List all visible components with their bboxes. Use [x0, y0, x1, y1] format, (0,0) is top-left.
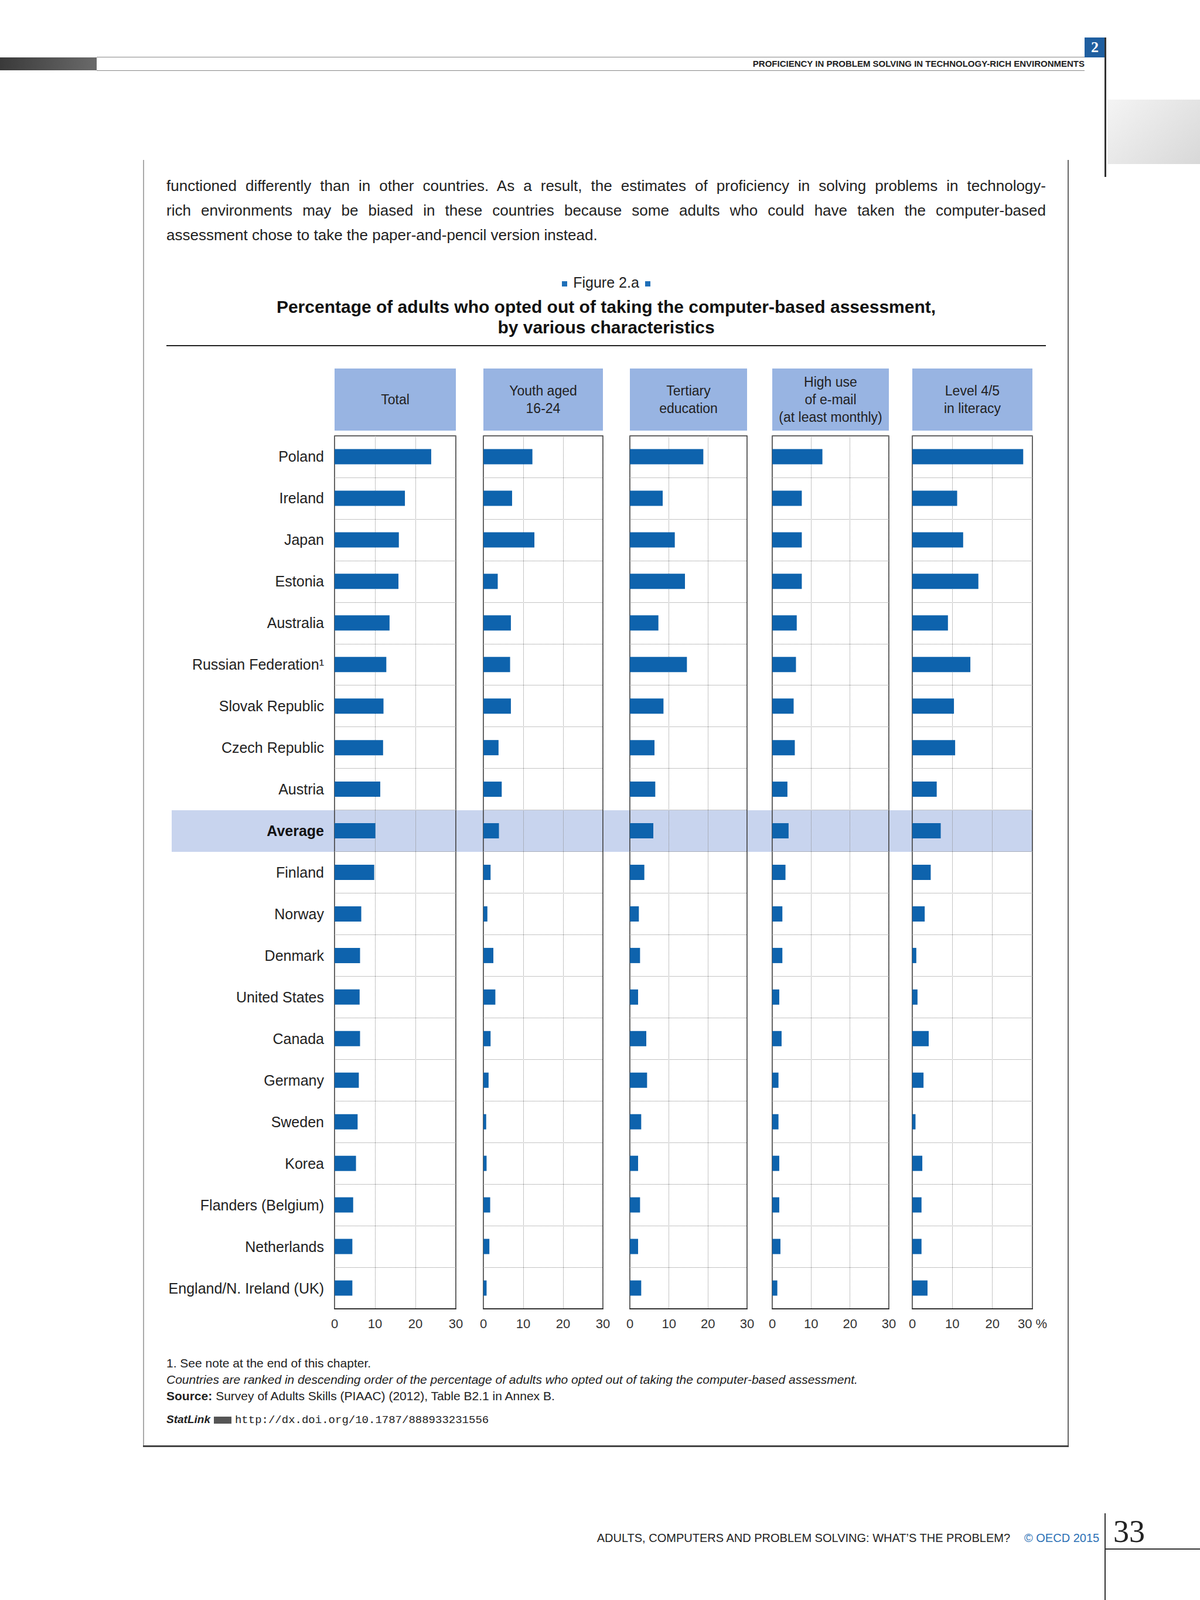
html-text:StatLink: StatLink	[166, 1413, 211, 1426]
html-text:Countries are ranked in descen: Countries are ranked in descending order…	[166, 1372, 858, 1387]
html-text:High use of e-mail (at least m: High use of e-mail (at least monthly)	[778, 374, 883, 425]
html-text:© OECD 2015: © OECD 2015	[1024, 1531, 1100, 1545]
svg-text:Japan: Japan	[284, 531, 325, 548]
html-text:Youth aged 16-24: Youth aged 16-24	[509, 383, 578, 417]
svg-text:Czech Republic: Czech Republic	[221, 739, 325, 756]
svg-text:30 %: 30 %	[1017, 1316, 1048, 1332]
svg-text:20: 20	[842, 1316, 857, 1332]
html-text:Tertiary education: Tertiary education	[659, 383, 718, 417]
svg-text:Germany: Germany	[263, 1072, 325, 1089]
html-text:functioned differently than in: functioned differently than in other cou…	[166, 176, 1046, 195]
svg-text:0: 0	[908, 1316, 916, 1332]
svg-text:Korea: Korea	[284, 1155, 325, 1172]
svg-text:Ireland: Ireland	[279, 489, 325, 507]
svg-text:0: 0	[626, 1316, 634, 1332]
html-text:1. See note at the end of this: 1. See note at the end of this chapter.	[166, 1356, 371, 1370]
svg-text:30: 30	[448, 1316, 463, 1332]
svg-text:Sweden: Sweden	[271, 1113, 325, 1131]
html-text:assessment chose to take the p: assessment chose to take the paper-and-p…	[166, 226, 598, 244]
html-text:Level 4/5 in literacy: Level 4/5 in literacy	[943, 383, 1001, 417]
svg-text:0: 0	[331, 1316, 339, 1332]
svg-text:Netherlands: Netherlands	[244, 1238, 325, 1256]
html-text:PROFICIENCY IN PROBLEM SOLVING: PROFICIENCY IN PROBLEM SOLVING IN TECHNO…	[752, 58, 1085, 69]
svg-text:Australia: Australia	[267, 614, 325, 632]
svg-text:30: 30	[595, 1316, 610, 1332]
svg-text:United States: United States	[236, 989, 325, 1006]
svg-text:20: 20	[556, 1316, 571, 1332]
svg-text:10: 10	[516, 1316, 531, 1332]
svg-text:0: 0	[479, 1316, 487, 1332]
svg-text:Flanders (Belgium): Flanders (Belgium)	[200, 1197, 325, 1214]
svg-text:Russian Federation¹: Russian Federation¹	[192, 656, 325, 673]
html-text:Percentage of adults who opted: Percentage of adults who opted out of ta…	[276, 297, 936, 317]
svg-text:20: 20	[408, 1316, 423, 1332]
svg-text:Poland: Poland	[278, 448, 325, 465]
svg-text:30: 30	[881, 1316, 896, 1332]
html-text:Figure 2.a: Figure 2.a	[573, 274, 640, 291]
svg-text:Finland: Finland	[275, 864, 325, 881]
svg-text:Average: Average	[266, 822, 325, 840]
svg-text:20: 20	[700, 1316, 715, 1332]
svg-text:England/N. Ireland (UK): England/N. Ireland (UK)	[168, 1280, 325, 1297]
svg-text:Norway: Norway	[274, 905, 325, 923]
svg-text:Denmark: Denmark	[264, 947, 325, 964]
html-text:33: 33	[1113, 1514, 1145, 1550]
svg-text:20: 20	[984, 1316, 1000, 1332]
html-text:Source: Survey of Adults Skill: Source: Survey of Adults Skills (PIAAC) …	[166, 1389, 555, 1403]
html-text:http://dx.doi.org/10.1787/8889: http://dx.doi.org/10.1787/888933231556	[234, 1413, 489, 1427]
svg-text:30: 30	[740, 1316, 755, 1332]
html-text:rich environments may be biase: rich environments may be biased in these…	[166, 201, 1046, 220]
svg-text:Estonia: Estonia	[275, 573, 325, 590]
svg-text:10: 10	[945, 1316, 960, 1332]
svg-text:0: 0	[768, 1316, 776, 1332]
svg-text:10: 10	[803, 1316, 818, 1332]
html-text:Total: Total	[380, 391, 410, 408]
html-text:2: 2	[1091, 38, 1099, 56]
svg-text:Slovak Republic: Slovak Republic	[219, 697, 325, 715]
svg-text:Austria: Austria	[278, 781, 325, 798]
html-text:by various characteristics: by various characteristics	[497, 317, 715, 337]
svg-text:10: 10	[661, 1316, 676, 1332]
html-text:ADULTS, COMPUTERS AND PROBLEM: ADULTS, COMPUTERS AND PROBLEM SOLVING: W…	[596, 1531, 1011, 1545]
svg-text:Canada: Canada	[272, 1030, 325, 1048]
svg-text:10: 10	[367, 1316, 383, 1332]
